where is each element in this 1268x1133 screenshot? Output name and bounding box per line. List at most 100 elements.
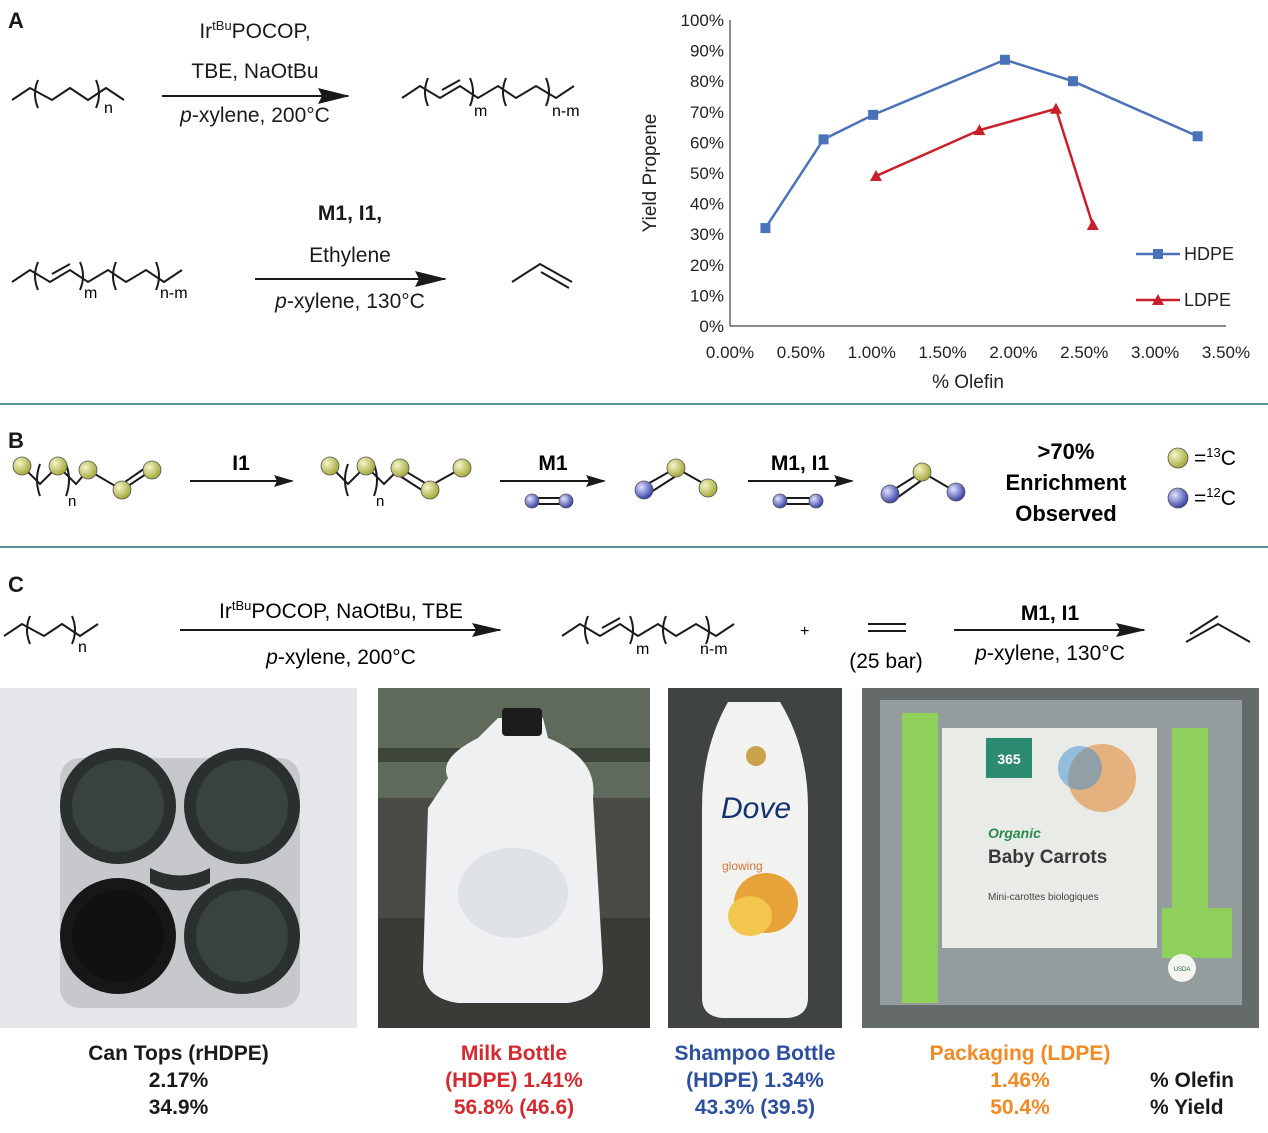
sub-m-2: m (84, 285, 97, 302)
data-point-ldpe (1049, 102, 1062, 114)
y-tick-label: 50% (690, 164, 724, 183)
data-point-hdpe (818, 134, 829, 145)
y-tick-label: 30% (690, 225, 724, 244)
caption-olefin: 2.17% (148, 1069, 209, 1092)
y-tick-label: 10% (690, 286, 724, 305)
caption-yield: 43.3% (39.5) (694, 1096, 816, 1119)
legend-label-ldpe: LDPE (1184, 290, 1231, 310)
bracket-left (34, 79, 39, 109)
enrichment-value: >70% (1038, 439, 1095, 464)
rxn-c2-bottom: p-xylene, 130°C (974, 642, 1125, 665)
sub-n: n (104, 100, 113, 117)
panel-label-c: C (8, 572, 24, 597)
legend-12c: =12C (1194, 485, 1236, 510)
caption-olefin: 1.46% (990, 1069, 1050, 1092)
enrichment-observed: Observed (1015, 501, 1117, 526)
x-tick-label: 3.50% (1202, 343, 1250, 362)
enrichment-label: Enrichment (1005, 470, 1127, 495)
x-tick-label: 0.00% (706, 343, 754, 362)
row-label-yield: % Yield (1150, 1096, 1224, 1119)
panel-b-scheme: n n I1 M1 M1, I1 >70% Enrichment Observe… (12, 439, 1236, 526)
data-point-hdpe (1067, 76, 1078, 87)
ethylene-pressure: (25 bar) (849, 650, 923, 673)
panel-label-a: A (8, 8, 24, 33)
step-m1-i1: M1, I1 (771, 452, 830, 475)
y-tick-label: 70% (690, 103, 724, 122)
panel-label-b: B (8, 428, 24, 453)
series-line-ldpe (875, 107, 1094, 226)
photo-can-tops (0, 688, 357, 1028)
legend-marker-ldpe (1152, 294, 1164, 305)
sub-nm: n-m (552, 103, 580, 120)
rxn-c1-bottom: p-xylene, 200°C (265, 646, 416, 669)
package-sub-text: Mini-carottes biologiques (988, 892, 1099, 903)
dove-logo-text: Dove (721, 792, 791, 825)
caption-milk-bottle: Milk Bottle (HDPE) 1.41% 56.8% (46.6) (378, 1040, 650, 1121)
caption-title: Packaging (LDPE) (929, 1042, 1111, 1065)
x-tick-label: 2.50% (1060, 343, 1108, 362)
step-i1: I1 (232, 452, 250, 475)
package-brand-text: 365 (997, 751, 1021, 767)
y-tick-label: 100% (681, 11, 724, 30)
legend-marker-hdpe (1153, 249, 1163, 259)
caption-shampoo-bottle: Shampoo Bottle (HDPE) 1.34% 43.3% (39.5) (660, 1040, 850, 1121)
sub-nm-2: n-m (160, 285, 188, 302)
data-point-ldpe (1086, 219, 1099, 231)
sub-m: m (474, 103, 487, 120)
data-point-hdpe (1192, 131, 1203, 142)
rxn1-solvent: p-xylene, 200°C (180, 104, 330, 127)
x-tick-label: 1.00% (848, 343, 896, 362)
y-tick-label: 40% (690, 195, 724, 214)
caption-packaging: Packaging (LDPE) 1.46% 50.4% (930, 1040, 1120, 1121)
polyethylene-structure (11, 86, 125, 102)
y-tick-label: 60% (690, 133, 724, 152)
y-axis-label: Yield Propene (640, 114, 661, 233)
caption-title: Milk Bottle (460, 1042, 568, 1065)
caption-yield: 50.4% (990, 1096, 1050, 1119)
usda-seal-text: USDA (1174, 967, 1191, 973)
photo-milk-bottle (378, 688, 650, 1028)
y-tick-label: 90% (690, 42, 724, 61)
x-axis-label: % Olefin (932, 372, 1004, 393)
sub-n-b2: n (376, 493, 384, 510)
panel-c-scheme: n m n-m + (25 bar) IrtBuPOCOP, NaOtBu, T… (3, 598, 1251, 673)
rxn2-catalyst: M1, I1, (317, 202, 383, 225)
row-label-olefin: % Olefin (1150, 1069, 1235, 1092)
caption-olefin: (HDPE) 1.41% (445, 1069, 583, 1092)
photo-shampoo-bottle: Dove glowing (668, 688, 842, 1028)
x-tick-label: 2.00% (989, 343, 1037, 362)
rxn2-solvent: p-xylene, 130°C (275, 290, 425, 313)
legend-13c: =13C (1194, 445, 1236, 470)
x-tick-label: 1.50% (918, 343, 966, 362)
sub-n-b1: n (68, 493, 76, 510)
rxn2-reagent: Ethylene (309, 244, 391, 267)
panel-a-schemes: n m n-m m n-m (11, 77, 580, 302)
sub-nm-c: n-m (700, 641, 728, 658)
step-m1: M1 (538, 452, 567, 475)
bracket-right (95, 79, 100, 109)
rxn1-catalyst: IrtBuPOCOP, (199, 18, 311, 43)
yield-propene-chart: 0% 10% 20% 30% 40% 50% 60% 70% 80% 90% 100% 0.00% 0.… (640, 11, 1250, 393)
legend-label-hdpe: HDPE (1184, 244, 1234, 264)
photo-packaging: 365 Organic Baby Carrots Mini-carottes b… (862, 688, 1259, 1028)
data-point-hdpe (760, 223, 771, 234)
x-tick-label: 3.00% (1131, 343, 1179, 362)
caption-title: Can Tops (rHDPE) (88, 1042, 269, 1065)
caption-yield: 34.9% (148, 1096, 209, 1119)
series-line-hdpe (764, 58, 1199, 229)
data-point-ldpe (973, 124, 986, 136)
y-tick-label: 20% (690, 256, 724, 275)
dove-variant-text: glowing (722, 859, 763, 873)
package-organic-text: Organic (988, 825, 1041, 841)
data-point-hdpe (999, 54, 1010, 65)
package-title-text: Baby Carrots (988, 847, 1107, 868)
caption-olefin: (HDPE) 1.34% (686, 1069, 824, 1092)
sub-m-c: m (636, 641, 649, 658)
plus-sign: + (800, 623, 809, 640)
sub-n-c: n (78, 639, 87, 656)
caption-title: Shampoo Bottle (674, 1042, 836, 1065)
caption-can-tops: Can Tops (rHDPE) 2.17% 34.9% (0, 1040, 357, 1121)
divider-ab (0, 403, 1268, 405)
data-point-hdpe (868, 109, 879, 120)
rxn-c1-top: IrtBuPOCOP, NaOtBu, TBE (219, 598, 463, 623)
